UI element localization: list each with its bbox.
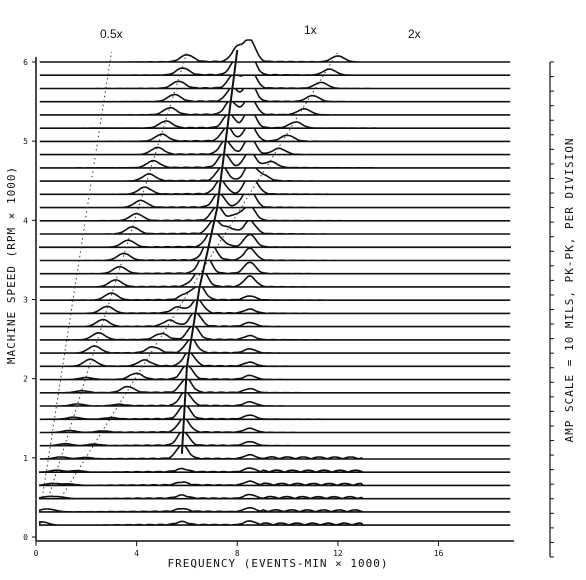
spectrum-slice xyxy=(39,520,511,526)
spectrum-slice xyxy=(39,80,511,103)
spectrum-slice xyxy=(39,364,511,381)
resonance-line xyxy=(180,49,239,454)
spectrum-slice xyxy=(39,506,511,513)
order-line-0.5x xyxy=(41,51,112,498)
spectrum-slice xyxy=(39,239,511,262)
spectrum-slice xyxy=(39,493,511,500)
spectrum-slice xyxy=(39,121,511,143)
spectrum-slice xyxy=(39,52,511,77)
y-axis-title: MACHINE SPEED (RPM × 1000) xyxy=(5,166,18,364)
spectrum-slice xyxy=(39,108,511,130)
spectrum-slice xyxy=(39,430,511,447)
order-label-1x: 1x xyxy=(304,23,317,37)
spectrum-slice xyxy=(39,417,511,434)
y-tick-label: 1 xyxy=(23,454,28,463)
order-label-2x: 2x xyxy=(408,27,421,41)
spectra-slices xyxy=(39,39,511,526)
spectrum-slice xyxy=(39,404,511,421)
x-tick-label: 4 xyxy=(134,549,139,558)
spectrum-slice xyxy=(39,324,511,341)
order-line-2x xyxy=(60,51,339,498)
spectrum-slice xyxy=(39,443,511,460)
spectrum-slice xyxy=(39,136,511,156)
y-tick-label: 5 xyxy=(23,137,28,146)
amp-scale-label: AMP SCALE = 10 MILS, PK-PK, PER DIVISION xyxy=(563,138,576,443)
spectrum-slice xyxy=(39,149,511,169)
x-tick-label: 8 xyxy=(235,549,240,558)
order-lines xyxy=(41,49,339,498)
spectrum-slice xyxy=(39,350,511,368)
spectrum-slice xyxy=(39,268,511,288)
order-line-1x xyxy=(48,51,188,498)
spectrum-slice xyxy=(39,204,511,222)
x-tick-label: 12 xyxy=(333,549,343,558)
spectrum-slice xyxy=(39,337,511,354)
spectrum-slice xyxy=(39,163,511,182)
x-tick-label: 0 xyxy=(34,549,39,558)
spectrum-slice xyxy=(39,311,511,328)
y-tick-label: 0 xyxy=(23,533,28,542)
spectrum-slice xyxy=(39,252,511,275)
spectrum-slice xyxy=(39,377,511,394)
spectrum-slice xyxy=(39,467,511,474)
spectrum-slice xyxy=(39,480,511,487)
y-tick-label: 4 xyxy=(23,216,28,225)
y-tick-label: 2 xyxy=(23,375,28,384)
spectrum-slice xyxy=(39,172,511,196)
spectrum-slice xyxy=(39,186,511,209)
spectrum-slice xyxy=(39,284,511,302)
order-label-0.5x: 0.5x xyxy=(100,27,123,41)
x-axis-title: FREQUENCY (EVENTS-MIN × 1000) xyxy=(167,557,388,570)
spectrum-slice xyxy=(39,217,511,235)
spectrum-slice xyxy=(39,65,511,90)
y-tick-label: 6 xyxy=(23,58,28,67)
spectrum-slice xyxy=(39,229,511,249)
spectrum-slice xyxy=(39,93,511,116)
x-tick-label: 16 xyxy=(434,549,444,558)
spectrum-slice xyxy=(39,39,511,63)
y-tick-label: 3 xyxy=(23,296,28,305)
spectrum-slice xyxy=(39,297,511,315)
